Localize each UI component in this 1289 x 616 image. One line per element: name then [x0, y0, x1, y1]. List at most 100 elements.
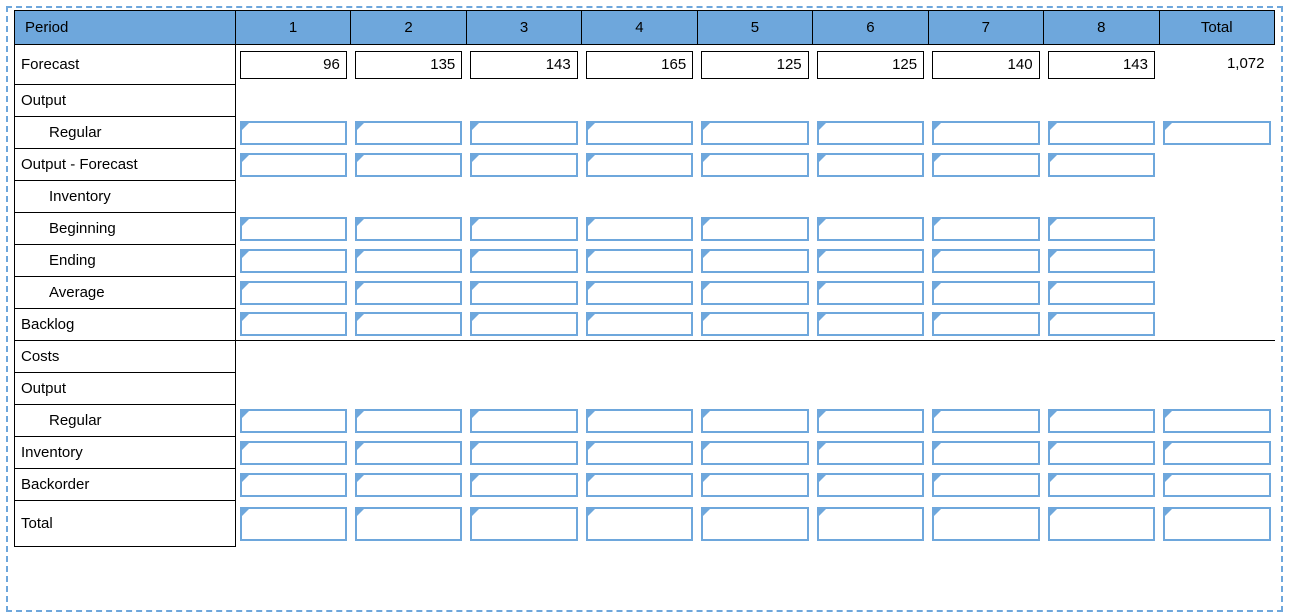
input-cell[interactable]	[932, 249, 1039, 273]
input-cell[interactable]	[355, 153, 462, 177]
input-cell[interactable]	[932, 312, 1039, 336]
input-cell[interactable]	[701, 441, 808, 465]
input-cell[interactable]	[817, 409, 924, 433]
input-cell[interactable]	[1048, 281, 1155, 305]
input-cell[interactable]	[355, 507, 462, 541]
input-cell[interactable]	[932, 217, 1039, 241]
input-cell[interactable]	[701, 153, 808, 177]
forecast-value[interactable]: 143	[1048, 51, 1155, 79]
forecast-value[interactable]: 125	[817, 51, 924, 79]
input-cell[interactable]	[701, 507, 808, 541]
input-cell[interactable]	[355, 473, 462, 497]
input-cell[interactable]	[817, 153, 924, 177]
table-row: Ending	[15, 245, 1275, 277]
input-cell[interactable]	[240, 281, 347, 305]
input-cell[interactable]	[1048, 441, 1155, 465]
input-cell[interactable]	[586, 153, 693, 177]
input-cell[interactable]	[586, 473, 693, 497]
input-cell[interactable]	[1048, 153, 1155, 177]
input-cell[interactable]	[586, 281, 693, 305]
input-cell[interactable]	[932, 153, 1039, 177]
input-cell[interactable]	[932, 121, 1039, 145]
input-cell[interactable]	[355, 409, 462, 433]
input-cell[interactable]	[1048, 312, 1155, 336]
input-cell[interactable]	[817, 312, 924, 336]
input-cell[interactable]	[1048, 249, 1155, 273]
input-cell[interactable]	[470, 312, 577, 336]
forecast-value[interactable]: 165	[586, 51, 693, 79]
input-cell[interactable]	[932, 281, 1039, 305]
table-row: Backorder	[15, 469, 1275, 501]
input-cell[interactable]	[701, 409, 808, 433]
input-cell[interactable]	[586, 217, 693, 241]
input-cell[interactable]	[1048, 473, 1155, 497]
input-cell[interactable]	[470, 507, 577, 541]
input-cell[interactable]	[355, 441, 462, 465]
input-cell[interactable]	[817, 507, 924, 541]
input-cell[interactable]	[1048, 217, 1155, 241]
input-cell[interactable]	[240, 217, 347, 241]
input-cell[interactable]	[1048, 507, 1155, 541]
input-cell[interactable]	[932, 409, 1039, 433]
input-cell[interactable]	[586, 409, 693, 433]
row-label: Inventory	[49, 188, 111, 205]
input-cell[interactable]	[240, 249, 347, 273]
period-header: 7	[982, 19, 990, 36]
input-cell[interactable]	[701, 473, 808, 497]
input-cell[interactable]	[701, 281, 808, 305]
input-cell[interactable]	[470, 121, 577, 145]
input-cell[interactable]	[240, 312, 347, 336]
input-cell[interactable]	[240, 153, 347, 177]
input-cell-total[interactable]	[1163, 121, 1271, 145]
input-cell[interactable]	[355, 312, 462, 336]
input-cell[interactable]	[240, 409, 347, 433]
input-cell-total[interactable]	[1163, 507, 1271, 541]
forecast-value[interactable]: 135	[355, 51, 462, 79]
input-cell[interactable]	[1048, 121, 1155, 145]
input-cell-total[interactable]	[1163, 441, 1271, 465]
input-cell[interactable]	[932, 473, 1039, 497]
input-cell[interactable]	[586, 507, 693, 541]
table-row: Costs	[15, 341, 1275, 373]
forecast-value[interactable]: 96	[240, 51, 347, 79]
input-cell[interactable]	[470, 281, 577, 305]
input-cell[interactable]	[355, 249, 462, 273]
table-row: Inventory	[15, 437, 1275, 469]
input-cell[interactable]	[240, 473, 347, 497]
input-cell[interactable]	[355, 121, 462, 145]
input-cell[interactable]	[932, 441, 1039, 465]
input-cell[interactable]	[817, 473, 924, 497]
input-cell[interactable]	[701, 121, 808, 145]
input-cell[interactable]	[817, 441, 924, 465]
input-cell[interactable]	[586, 441, 693, 465]
input-cell[interactable]	[701, 249, 808, 273]
input-cell[interactable]	[817, 217, 924, 241]
input-cell[interactable]	[355, 217, 462, 241]
input-cell[interactable]	[470, 153, 577, 177]
input-cell-total[interactable]	[1163, 409, 1271, 433]
table-row: Beginning	[15, 213, 1275, 245]
input-cell[interactable]	[1048, 409, 1155, 433]
forecast-value[interactable]: 125	[701, 51, 808, 79]
forecast-value[interactable]: 140	[932, 51, 1039, 79]
input-cell[interactable]	[470, 249, 577, 273]
input-cell[interactable]	[240, 121, 347, 145]
input-cell[interactable]	[470, 473, 577, 497]
input-cell[interactable]	[355, 281, 462, 305]
input-cell[interactable]	[586, 312, 693, 336]
input-cell[interactable]	[817, 121, 924, 145]
input-cell[interactable]	[817, 249, 924, 273]
input-cell[interactable]	[701, 217, 808, 241]
input-cell[interactable]	[586, 249, 693, 273]
input-cell[interactable]	[701, 312, 808, 336]
input-cell[interactable]	[817, 281, 924, 305]
input-cell[interactable]	[470, 409, 577, 433]
input-cell[interactable]	[586, 121, 693, 145]
input-cell[interactable]	[470, 217, 577, 241]
input-cell[interactable]	[932, 507, 1039, 541]
forecast-value[interactable]: 143	[470, 51, 577, 79]
input-cell-total[interactable]	[1163, 473, 1271, 497]
input-cell[interactable]	[240, 507, 347, 541]
input-cell[interactable]	[240, 441, 347, 465]
input-cell[interactable]	[470, 441, 577, 465]
